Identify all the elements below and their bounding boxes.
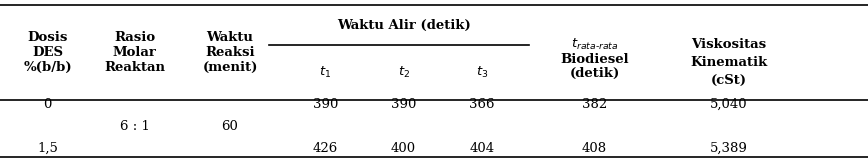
- Text: 60: 60: [221, 120, 239, 133]
- Text: 366: 366: [469, 98, 495, 111]
- Text: 426: 426: [312, 142, 339, 155]
- Text: 400: 400: [391, 142, 416, 155]
- Text: Dosis
DES
%(b/b): Dosis DES %(b/b): [23, 31, 72, 74]
- Text: $t_3$: $t_3$: [476, 65, 488, 81]
- Text: Waktu
Reaksi
(menit): Waktu Reaksi (menit): [202, 31, 258, 74]
- Text: $t_{rata‑rata}$: $t_{rata‑rata}$: [571, 37, 618, 52]
- Text: Kinematik: Kinematik: [691, 56, 767, 69]
- Text: 5,389: 5,389: [710, 142, 748, 155]
- Text: Viskositas: Viskositas: [692, 38, 766, 51]
- Text: 390: 390: [312, 98, 339, 111]
- Text: 0: 0: [43, 98, 52, 111]
- Text: $t_1$: $t_1$: [319, 65, 332, 81]
- Text: Biodiesel: Biodiesel: [560, 53, 629, 66]
- Text: 1,5: 1,5: [37, 142, 58, 155]
- Text: (cSt): (cSt): [711, 74, 747, 87]
- Text: Waktu Alir (detik): Waktu Alir (detik): [337, 19, 470, 32]
- Text: Rasio
Molar
Reaktan: Rasio Molar Reaktan: [104, 31, 165, 74]
- Text: 382: 382: [582, 98, 608, 111]
- Text: 6 : 1: 6 : 1: [120, 120, 149, 133]
- Text: 408: 408: [582, 142, 607, 155]
- Text: 5,040: 5,040: [710, 98, 748, 111]
- Text: $t_2$: $t_2$: [398, 65, 410, 81]
- Text: 404: 404: [470, 142, 494, 155]
- Text: (detik): (detik): [569, 67, 620, 80]
- Text: 390: 390: [391, 98, 417, 111]
